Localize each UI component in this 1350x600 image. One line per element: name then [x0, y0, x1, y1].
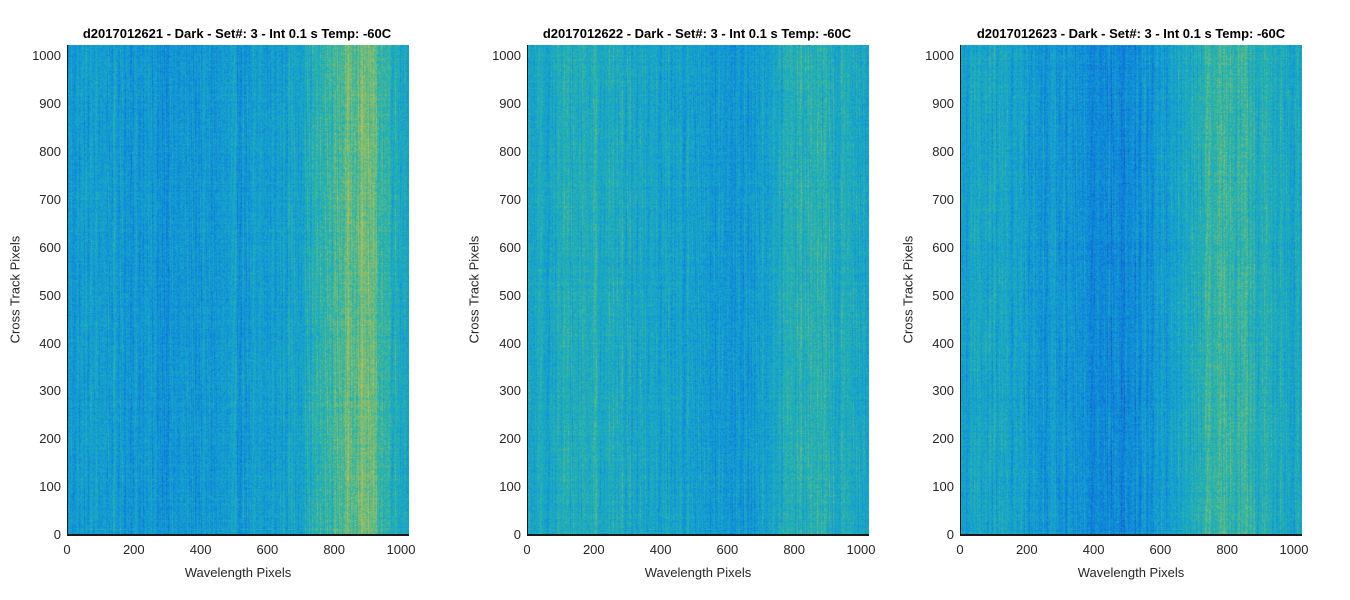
y-tick-label: 400 — [499, 335, 521, 351]
heatmap-image — [960, 45, 1302, 535]
y-tick-label: 800 — [499, 144, 521, 160]
chart-title: d2017012622 - Dark - Set#: 3 - Int 0.1 s… — [542, 26, 852, 41]
y-tick-label: 800 — [932, 144, 954, 160]
plot-area — [960, 45, 1302, 535]
y-axis-line — [960, 45, 961, 536]
y-tick-label: 300 — [932, 383, 954, 399]
x-tick-label: 800 — [1216, 542, 1239, 557]
y-tick-label: 700 — [932, 192, 954, 208]
chart-title: d2017012621 - Dark - Set#: 3 - Int 0.1 s… — [82, 26, 392, 41]
x-tick-label: 0 — [523, 542, 531, 557]
y-tick-label: 600 — [932, 239, 954, 255]
y-tick-label: 500 — [932, 287, 954, 303]
heatmap-image — [527, 45, 869, 535]
y-tick-label: 500 — [499, 287, 521, 303]
y-tick-label: 200 — [499, 431, 521, 447]
y-tick-label: 1000 — [925, 48, 954, 64]
x-tick-label: 0 — [63, 542, 71, 557]
y-axis-line — [67, 45, 68, 536]
x-axis-line — [67, 534, 409, 536]
y-tick-label: 400 — [932, 335, 954, 351]
x-tick-label: 1000 — [1279, 542, 1309, 557]
x-axis-label: Wavelength Pixels — [184, 565, 292, 580]
y-tick-label: 900 — [932, 96, 954, 112]
y-tick-label: 700 — [39, 192, 61, 208]
heatmap-panel-1: d2017012621 - Dark - Set#: 3 - Int 0.1 s… — [0, 0, 420, 600]
y-tick-label: 300 — [39, 383, 61, 399]
x-tick-label: 600 — [256, 542, 279, 557]
x-tick-label: 600 — [1149, 542, 1172, 557]
y-tick-label: 100 — [932, 479, 954, 495]
x-axis-label: Wavelength Pixels — [644, 565, 752, 580]
y-tick-label: 600 — [499, 239, 521, 255]
x-tick-label: 400 — [649, 542, 672, 557]
y-tick-label: 1000 — [32, 48, 61, 64]
y-tick-label: 300 — [499, 383, 521, 399]
y-tick-label: 600 — [39, 239, 61, 255]
y-tick-label: 100 — [499, 479, 521, 495]
x-tick-label: 600 — [716, 542, 739, 557]
y-tick-label: 0 — [946, 527, 954, 542]
x-axis-label: Wavelength Pixels — [1077, 565, 1185, 580]
y-tick-label: 900 — [499, 96, 521, 112]
y-tick-label: 800 — [39, 144, 61, 160]
x-tick-label: 200 — [122, 542, 145, 557]
x-tick-label: 200 — [1015, 542, 1038, 557]
y-tick-label: 200 — [39, 431, 61, 447]
y-axis-label: Cross Track Pixels — [900, 235, 916, 344]
y-tick-label: 700 — [499, 192, 521, 208]
x-tick-label: 1000 — [846, 542, 876, 557]
y-tick-label: 0 — [53, 527, 61, 542]
x-tick-label: 400 — [1082, 542, 1105, 557]
y-tick-label: 500 — [39, 287, 61, 303]
y-tick-label: 900 — [39, 96, 61, 112]
x-axis-line — [960, 534, 1302, 536]
x-tick-label: 400 — [189, 542, 212, 557]
x-tick-label: 200 — [582, 542, 605, 557]
x-tick-label: 800 — [783, 542, 806, 557]
y-axis-line — [527, 45, 528, 536]
x-tick-label: 800 — [323, 542, 346, 557]
y-tick-label: 1000 — [492, 48, 521, 64]
y-tick-label: 100 — [39, 479, 61, 495]
y-tick-label: 0 — [513, 527, 521, 542]
x-tick-label: 1000 — [386, 542, 416, 557]
plot-area — [67, 45, 409, 535]
plot-area — [527, 45, 869, 535]
y-tick-label: 200 — [932, 431, 954, 447]
y-tick-label: 400 — [39, 335, 61, 351]
x-axis-line — [527, 534, 869, 536]
chart-title: d2017012623 - Dark - Set#: 3 - Int 0.1 s… — [976, 26, 1286, 41]
heatmap-image — [67, 45, 409, 535]
x-tick-label: 0 — [956, 542, 964, 557]
